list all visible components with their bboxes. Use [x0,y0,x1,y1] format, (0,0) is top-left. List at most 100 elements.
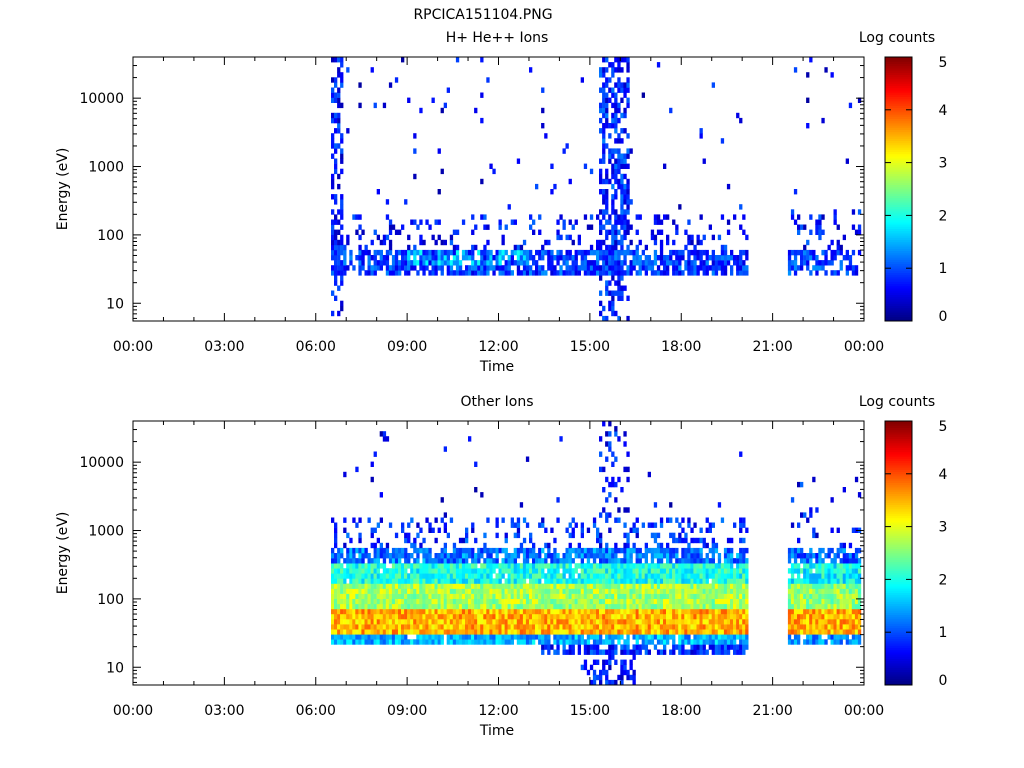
spectrogram-cell [340,249,344,256]
spectrogram-cell [833,219,837,225]
spectrogram-cell [373,639,377,645]
spectrogram-cell [739,265,743,271]
spectrogram-cell [656,568,661,574]
spectrogram-cell [620,659,624,665]
spectrogram-cell [394,568,399,574]
spectrogram-cell [663,634,667,640]
spectrogram-cell [535,260,539,266]
spectrogram-cell [851,598,856,605]
spectrogram-cell [471,249,475,256]
spectrogram-cell [687,553,691,559]
spectrogram-cell [334,214,338,220]
colorbar-swatch [885,186,912,190]
spectrogram-cell [632,542,636,549]
spectrogram-cell [693,634,697,640]
spectrogram-cell [800,481,804,488]
spectrogram-cell [678,583,682,589]
spectrogram-cell [714,270,719,276]
spectrogram-cell [733,639,737,645]
spectrogram-cell [623,255,627,261]
spectrogram-cell [854,547,859,554]
spectrogram-cell [678,573,682,579]
spectrogram-cell [373,547,377,554]
spectrogram-cell [824,624,828,630]
spectrogram-cell [404,583,408,589]
spectrogram-cell [416,249,420,256]
spectrogram-cell [797,613,801,620]
spectrogram-cell [422,598,426,605]
spectrogram-cell [337,553,341,559]
spectrogram-cell [656,583,661,589]
spectrogram-cell [638,629,642,635]
spectrogram-cell [666,619,670,625]
spectrogram-cell [583,547,588,554]
spectrogram-cell [391,613,396,620]
spectrogram-cell [599,229,603,235]
spectrogram-cell [833,583,837,589]
spectrogram-cell [388,608,393,615]
spectrogram-cell [787,634,792,640]
spectrogram-cell [382,255,387,261]
spectrogram-cell [525,249,530,256]
spectrogram-cell [809,573,813,579]
spectrogram-cell [626,507,630,513]
spectrogram-cell [681,603,685,610]
spectrogram-cell [398,634,402,640]
spectrogram-cell [352,624,356,630]
spectrogram-cell [803,598,807,605]
spectrogram-cell [370,613,374,620]
spectrogram-cell [742,593,746,599]
spectrogram-cell [714,568,719,574]
spectrogram-cell [717,639,722,645]
spectrogram-cell [745,265,749,271]
spectrogram-cell [410,517,414,523]
spectrogram-cell [474,558,478,564]
spectrogram-cell [669,598,673,605]
spectrogram-cell [605,260,609,266]
spectrogram-cell [812,619,816,625]
colorbar-swatch [885,266,912,269]
x-axis-ticks: 00:00 03:00 06:00 09:00 12:00 15:00 18:00 21:00… [113,57,884,355]
spectrogram-cell [602,194,606,200]
spectrogram-cell [443,239,447,246]
spectrogram-cell [711,573,715,579]
spectrogram-cell [431,603,435,610]
spectrogram-cell [370,568,374,574]
spectrogram-cell [331,613,335,620]
spectrogram-cell [446,639,450,645]
spectrogram-cell [663,270,667,276]
spectrogram-cell [809,624,813,630]
spectrogram-cell [702,629,706,635]
spectrogram-cell [690,260,694,266]
spectrogram-cell [608,619,612,625]
spectrogram-cell [571,224,575,230]
spectrogram-cell [845,158,849,164]
spectrogram-cell [535,629,539,635]
spectrogram-cell [334,537,338,544]
spectrogram-cell [361,624,365,630]
spectrogram-cell [653,547,658,554]
spectrogram-cell [623,189,627,195]
spectrogram-cell [589,578,594,584]
spectrogram-cell [696,568,700,574]
spectrogram-cell [382,568,387,574]
colorbar-swatch [885,178,912,181]
spectrogram-cell [443,446,447,452]
spectrogram-cell [449,639,454,645]
spectrogram-cell [812,603,816,610]
spectrogram-cell [745,568,749,574]
spectrogram-cell [519,639,524,645]
spectrogram-cell [556,249,560,256]
spectrogram-cell [705,542,709,549]
spectrogram-cell [422,537,426,544]
spectrogram-cell [401,578,405,584]
spectrogram-cell [340,300,344,307]
spectrogram-cell [382,629,387,635]
spectrogram-cell [608,481,612,488]
spectrogram-cell [446,87,450,93]
spectrogram-cell [550,573,554,579]
spectrogram-cell [428,629,432,635]
spectrogram-cell [547,598,551,605]
spectrogram-cell [334,97,338,103]
spectrogram-cell [440,583,444,589]
